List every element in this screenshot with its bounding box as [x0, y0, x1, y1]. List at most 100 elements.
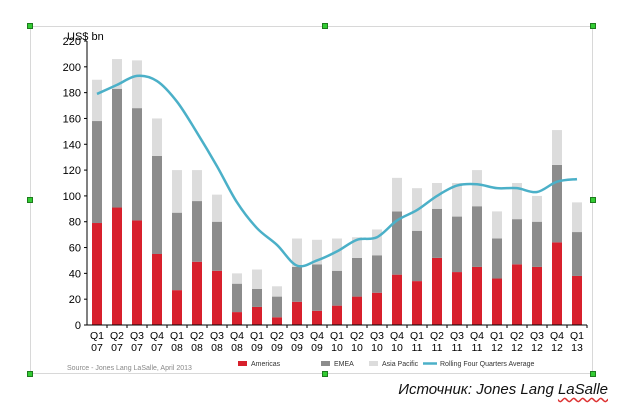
- bar-asia-pacific: [452, 183, 462, 217]
- y-tick-label: 0: [75, 320, 81, 332]
- resize-handle-top-center[interactable]: [322, 23, 328, 29]
- x-tick-label-year: 07: [91, 342, 103, 354]
- resize-handle-top-left[interactable]: [27, 23, 33, 29]
- bar-americas: [332, 305, 342, 325]
- bar-asia-pacific: [132, 60, 142, 109]
- y-tick-label: 160: [63, 113, 81, 125]
- bar-americas: [372, 292, 382, 325]
- resize-handle-bottom-center[interactable]: [322, 371, 328, 377]
- source-note: Source - Jones Lang LaSalle, April 2013: [67, 365, 192, 372]
- resize-handle-bottom-left[interactable]: [27, 371, 33, 377]
- bar-asia-pacific: [292, 238, 302, 267]
- bar-asia-pacific: [212, 194, 222, 222]
- x-tick-label-year: 08: [171, 342, 183, 354]
- bar-americas: [192, 261, 202, 325]
- resize-handle-top-right[interactable]: [590, 23, 596, 29]
- y-tick-label: 100: [63, 191, 81, 203]
- bar-emea: [192, 201, 202, 262]
- bar-americas: [452, 272, 462, 325]
- x-tick-label-year: 11: [452, 342, 463, 354]
- bar-asia-pacific: [532, 195, 542, 222]
- bar-emea: [512, 219, 522, 265]
- x-tick-label-quarter: Q2: [350, 330, 364, 342]
- bar-emea: [412, 230, 422, 282]
- x-tick-label-quarter: Q4: [230, 330, 244, 342]
- bar-emea: [432, 208, 442, 258]
- bar-emea: [492, 238, 502, 279]
- bar-emea: [452, 216, 462, 273]
- legend-swatch-emea: [321, 361, 330, 366]
- bar-americas: [472, 266, 482, 325]
- x-tick-label-quarter: Q1: [330, 330, 344, 342]
- bar-emea: [212, 221, 222, 271]
- x-tick-label-quarter: Q2: [190, 330, 204, 342]
- bar-asia-pacific: [552, 130, 562, 165]
- x-tick-label-year: 11: [432, 342, 443, 354]
- x-tick-label-quarter: Q3: [290, 330, 304, 342]
- x-tick-label-year: 08: [211, 342, 223, 354]
- chart-frame[interactable]: US$ bn 0 20 40 60 80 100 120 140 160 180 200 220 Q1 0…: [30, 26, 593, 374]
- x-tick-label-year: 10: [371, 342, 383, 354]
- bar-emea: [112, 88, 122, 208]
- x-tick-label-quarter: Q2: [510, 330, 524, 342]
- x-tick-label-year: 11: [472, 342, 483, 354]
- bar-americas: [312, 310, 322, 325]
- x-tick-label-year: 13: [571, 342, 583, 354]
- bar-asia-pacific: [372, 229, 382, 256]
- x-tick-label-quarter: Q3: [210, 330, 224, 342]
- bar-asia-pacific: [312, 239, 322, 265]
- bar-asia-pacific: [492, 211, 502, 239]
- x-tick-label-quarter: Q4: [470, 330, 484, 342]
- bar-emea: [332, 270, 342, 306]
- resize-handle-middle-right[interactable]: [590, 197, 596, 203]
- bar-asia-pacific: [332, 238, 342, 271]
- bar-asia-pacific: [192, 170, 202, 202]
- bar-asia-pacific: [572, 202, 582, 233]
- x-tick-label-year: 09: [291, 342, 303, 354]
- bar-americas: [392, 274, 402, 325]
- bar-emea: [92, 121, 102, 224]
- bar-americas: [572, 275, 582, 325]
- resize-handle-bottom-right[interactable]: [590, 371, 596, 377]
- bar-emea: [272, 296, 282, 318]
- x-tick-label-quarter: Q1: [250, 330, 264, 342]
- x-tick-label-year: 12: [531, 342, 543, 354]
- bar-emea: [392, 211, 402, 275]
- y-tick-label: 120: [63, 165, 81, 177]
- source-caption-prefix: Источник: Jones Lang: [398, 381, 558, 398]
- y-tick-label: 40: [69, 268, 81, 280]
- bar-americas: [272, 317, 282, 325]
- bar-emea: [372, 255, 382, 293]
- chart: US$ bn 020406080100120140160180200220Q10…: [63, 31, 588, 372]
- bar-americas: [532, 266, 542, 325]
- bar-asia-pacific: [272, 286, 282, 297]
- x-tick-label-year: 08: [191, 342, 203, 354]
- legend-label-emea: EMEA: [334, 361, 354, 368]
- x-tick-label-year: 12: [551, 342, 563, 354]
- x-tick-label-quarter: Q1: [170, 330, 184, 342]
- bar-americas: [492, 278, 502, 325]
- legend-label-americas: Americas: [251, 361, 281, 368]
- x-tick-label-quarter: Q3: [370, 330, 384, 342]
- bar-emea: [312, 264, 322, 311]
- resize-handle-middle-left[interactable]: [27, 197, 33, 203]
- y-tick-label: 60: [69, 243, 81, 255]
- y-tick-label: 220: [63, 36, 81, 48]
- x-tick-label-quarter: Q2: [270, 330, 284, 342]
- x-tick-label-year: 10: [351, 342, 363, 354]
- bar-asia-pacific: [172, 170, 182, 213]
- bar-emea: [172, 212, 182, 291]
- x-tick-label-quarter: Q2: [430, 330, 444, 342]
- legend-label-rolling-four-quarters-average: Rolling Four Quarters Average: [440, 361, 535, 368]
- x-tick-label-year: 07: [111, 342, 123, 354]
- bar-asia-pacific: [252, 269, 262, 289]
- x-tick-label-quarter: Q4: [550, 330, 564, 342]
- x-tick-label-year: 09: [271, 342, 283, 354]
- x-tick-label-year: 11: [412, 342, 423, 354]
- x-tick-label-quarter: Q1: [90, 330, 104, 342]
- x-tick-label-year: 07: [131, 342, 143, 354]
- legend-swatch-americas: [238, 361, 247, 366]
- source-caption-underlined: LaSalle: [557, 381, 608, 398]
- bar-americas: [432, 257, 442, 325]
- bar-emea: [472, 206, 482, 267]
